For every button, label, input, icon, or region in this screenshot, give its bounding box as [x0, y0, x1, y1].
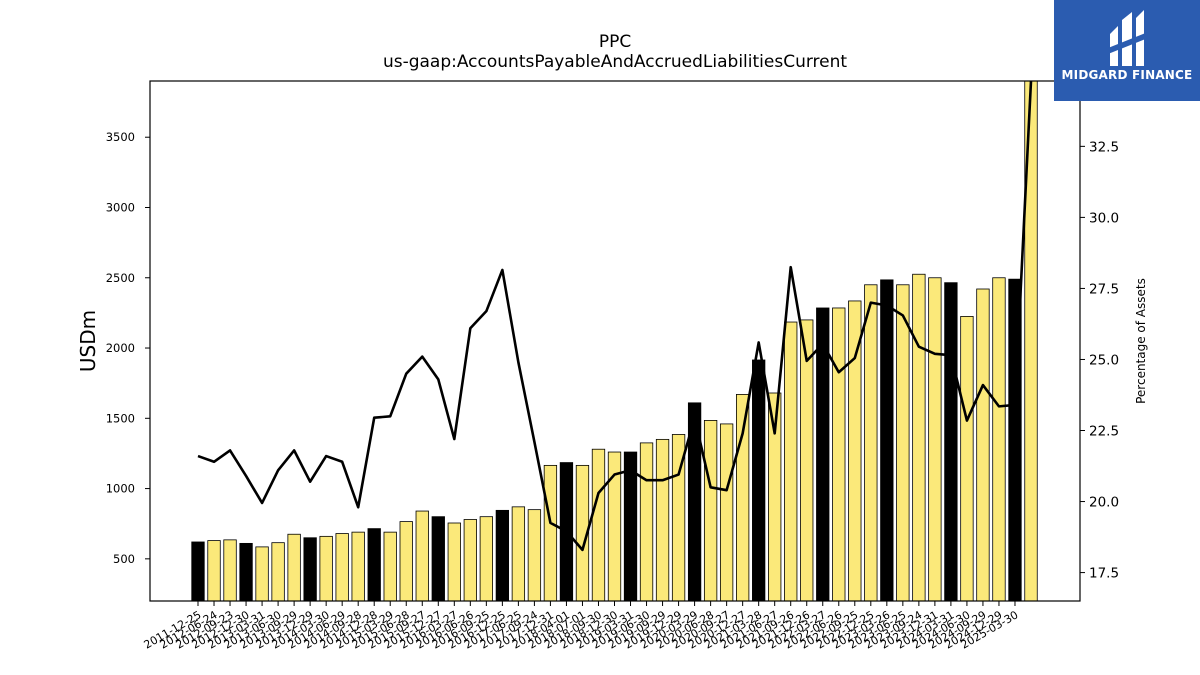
bar [431, 516, 445, 602]
bar [543, 464, 558, 602]
bar [527, 509, 542, 602]
y-tick-label: 3000 [106, 200, 135, 214]
y-tick-label: 2500 [106, 271, 135, 285]
bar [447, 522, 461, 602]
bar [880, 279, 894, 602]
y-tick-label: 1000 [106, 482, 135, 496]
logo-mark-icon [1108, 10, 1148, 66]
y2-tick-label: 17.5 [1089, 566, 1119, 582]
bar [479, 516, 494, 602]
bar [511, 506, 526, 602]
bar [639, 442, 654, 602]
y-tick-label: 500 [113, 552, 135, 566]
bar [287, 533, 301, 602]
bar [944, 282, 958, 602]
bar [655, 438, 670, 602]
bar [719, 423, 734, 602]
bar [399, 521, 413, 602]
bar [736, 394, 750, 602]
bar [960, 316, 974, 602]
bar [864, 284, 878, 602]
bar [351, 531, 365, 602]
chart-subtitle: us-gaap:AccountsPayableAndAccruedLiabili… [382, 52, 848, 72]
bar [191, 541, 205, 602]
bar [367, 528, 381, 602]
y-tick-label: 2000 [106, 341, 135, 355]
bar [335, 533, 349, 602]
bar [928, 277, 942, 602]
bar [992, 277, 1006, 602]
y-tick-label: 3500 [106, 130, 135, 144]
bar [976, 288, 990, 602]
y2-tick-label: 20.0 [1089, 495, 1119, 511]
series-line-percentage-of-assets [197, 81, 1033, 552]
y2-axis-label: Percentage of Assets [1134, 278, 1148, 404]
bar [383, 531, 397, 602]
bar [319, 535, 333, 602]
y2-tick-label: 32.5 [1089, 139, 1119, 155]
bar [703, 420, 718, 602]
y2-tick-label: 25.0 [1089, 352, 1119, 368]
bar [239, 542, 253, 602]
bar [784, 321, 798, 602]
bar [255, 546, 269, 602]
y2-tick-label: 30.0 [1089, 210, 1119, 226]
y-axis-label: USDm [76, 310, 100, 372]
bar [271, 542, 285, 602]
bar [223, 539, 237, 602]
bar [303, 537, 317, 602]
y2-tick-label: 22.5 [1089, 424, 1119, 440]
bar [207, 540, 221, 602]
bar [912, 273, 926, 602]
bar [415, 510, 429, 602]
bar [463, 519, 477, 602]
bar [591, 448, 606, 602]
logo-text: MIDGARD FINANCE [1061, 68, 1193, 82]
bar [896, 284, 910, 602]
bar [495, 509, 510, 602]
y-tick-label: 1500 [106, 411, 135, 425]
bar [832, 307, 846, 602]
y2-tick-label: 27.5 [1089, 281, 1119, 297]
bar [752, 359, 766, 602]
chart-title: PPC [598, 32, 632, 52]
midgard-finance-logo: MIDGARD FINANCE [1054, 0, 1200, 101]
